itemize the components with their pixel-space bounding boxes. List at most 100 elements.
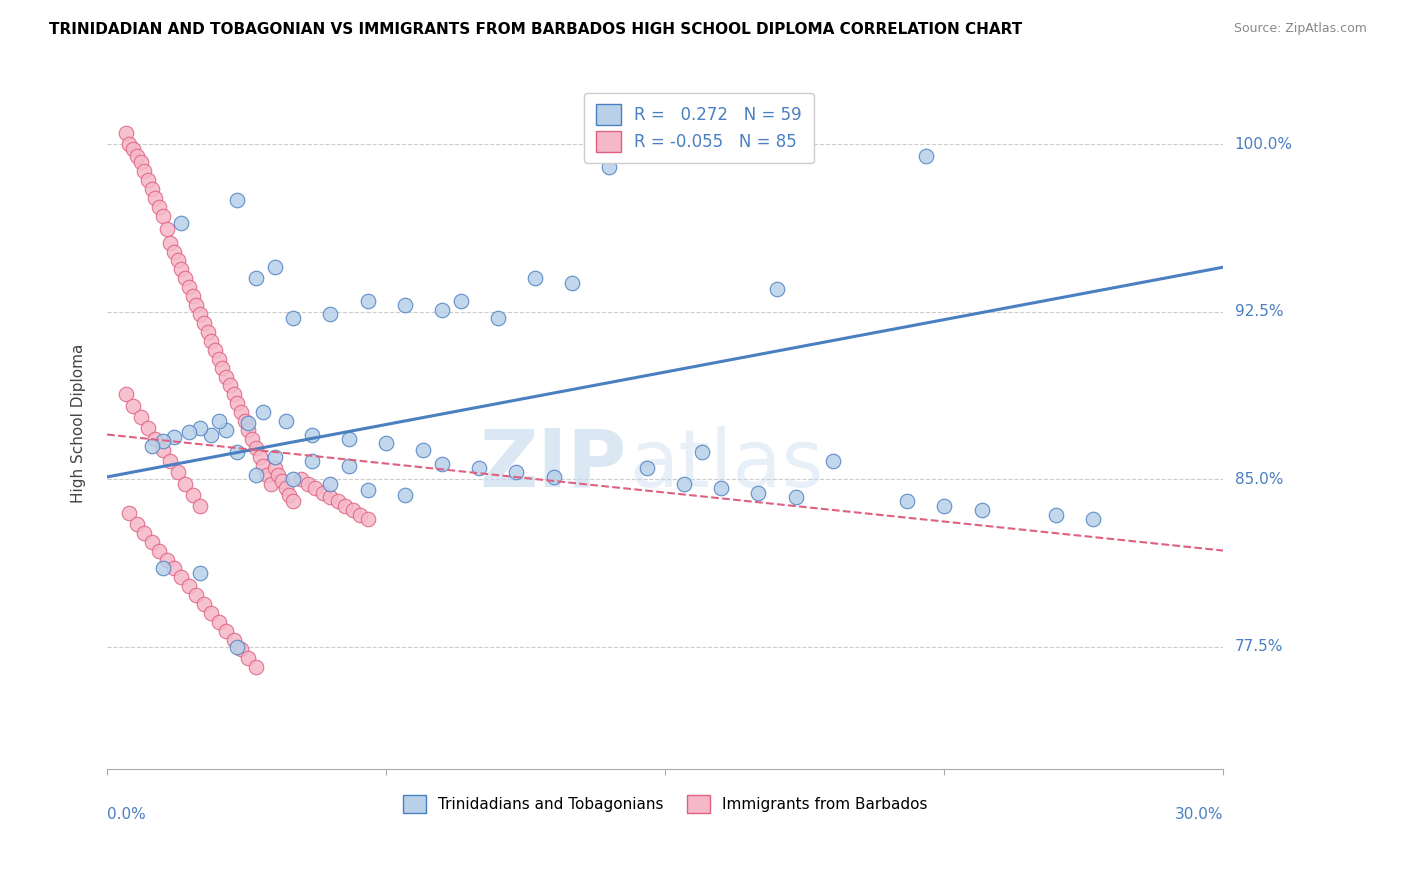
- Legend: Trinidadians and Tobagonians, Immigrants from Barbados: Trinidadians and Tobagonians, Immigrants…: [392, 784, 938, 824]
- Point: [337, 458, 360, 473]
- Point: [785, 490, 807, 504]
- Point: [349, 508, 371, 522]
- Point: [114, 387, 136, 401]
- Point: [238, 423, 260, 437]
- Point: [204, 343, 226, 357]
- Point: [122, 142, 145, 156]
- Point: [125, 148, 148, 162]
- Point: [215, 369, 238, 384]
- Point: [505, 466, 527, 480]
- Point: [430, 302, 453, 317]
- Point: [281, 311, 304, 326]
- Point: [267, 467, 290, 482]
- Point: [274, 414, 297, 428]
- Point: [263, 450, 285, 464]
- Point: [226, 396, 249, 410]
- Point: [226, 193, 249, 207]
- Point: [159, 235, 181, 250]
- Point: [125, 516, 148, 531]
- Point: [208, 351, 231, 366]
- Point: [174, 476, 197, 491]
- Text: 0.0%: 0.0%: [107, 807, 146, 822]
- Point: [245, 659, 267, 673]
- Point: [122, 399, 145, 413]
- Point: [766, 283, 789, 297]
- Point: [215, 624, 238, 638]
- Point: [226, 640, 249, 654]
- Point: [118, 506, 141, 520]
- Point: [200, 427, 222, 442]
- Text: ZIP: ZIP: [479, 425, 626, 504]
- Point: [263, 461, 285, 475]
- Point: [297, 476, 319, 491]
- Point: [274, 481, 297, 495]
- Point: [145, 191, 167, 205]
- Point: [163, 430, 186, 444]
- Point: [896, 494, 918, 508]
- Point: [672, 476, 695, 491]
- Point: [319, 307, 342, 321]
- Point: [222, 387, 245, 401]
- Point: [263, 260, 285, 274]
- Point: [193, 316, 215, 330]
- Point: [215, 423, 238, 437]
- Point: [141, 439, 163, 453]
- Point: [208, 615, 231, 629]
- Point: [152, 434, 174, 449]
- Point: [394, 488, 416, 502]
- Point: [200, 606, 222, 620]
- Point: [319, 490, 342, 504]
- Point: [240, 432, 263, 446]
- Point: [486, 311, 509, 326]
- Point: [118, 137, 141, 152]
- Point: [177, 280, 200, 294]
- Point: [163, 561, 186, 575]
- Point: [141, 534, 163, 549]
- Point: [166, 253, 188, 268]
- Point: [450, 293, 472, 308]
- Point: [301, 454, 323, 468]
- Point: [148, 543, 170, 558]
- Point: [249, 450, 271, 464]
- Point: [186, 588, 208, 602]
- Point: [174, 271, 197, 285]
- Point: [200, 334, 222, 348]
- Point: [156, 552, 179, 566]
- Text: atlas: atlas: [630, 425, 824, 504]
- Point: [281, 472, 304, 486]
- Point: [170, 262, 193, 277]
- Point: [970, 503, 993, 517]
- Point: [136, 421, 159, 435]
- Point: [156, 222, 179, 236]
- Point: [188, 421, 211, 435]
- Point: [301, 427, 323, 442]
- Point: [394, 298, 416, 312]
- Point: [747, 485, 769, 500]
- Point: [186, 298, 208, 312]
- Point: [914, 148, 936, 162]
- Point: [238, 417, 260, 431]
- Point: [218, 378, 240, 392]
- Point: [312, 485, 335, 500]
- Point: [170, 215, 193, 229]
- Point: [375, 436, 398, 450]
- Point: [335, 499, 357, 513]
- Point: [208, 414, 231, 428]
- Point: [136, 173, 159, 187]
- Point: [281, 494, 304, 508]
- Point: [229, 405, 252, 419]
- Point: [181, 488, 204, 502]
- Point: [245, 271, 267, 285]
- Point: [141, 182, 163, 196]
- Point: [271, 475, 294, 489]
- Point: [524, 271, 547, 285]
- Point: [197, 325, 219, 339]
- Point: [598, 160, 620, 174]
- Point: [692, 445, 714, 459]
- Point: [356, 483, 378, 498]
- Text: 85.0%: 85.0%: [1234, 472, 1282, 487]
- Point: [337, 432, 360, 446]
- Point: [304, 481, 326, 495]
- Point: [152, 443, 174, 458]
- Text: 92.5%: 92.5%: [1234, 304, 1284, 319]
